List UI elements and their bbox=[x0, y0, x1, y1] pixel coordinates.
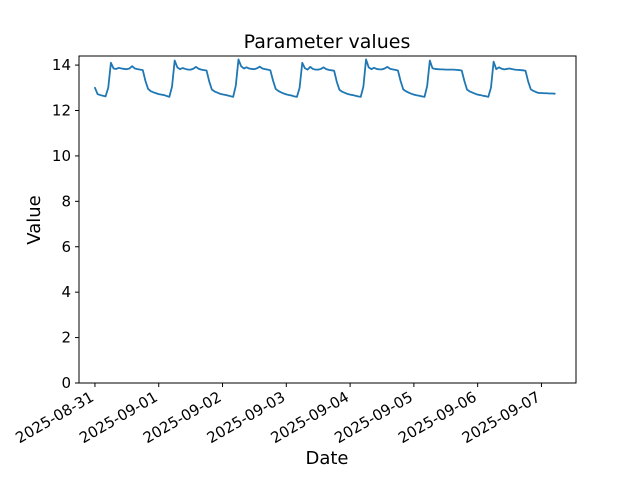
y-tick-label: 0 bbox=[61, 374, 71, 392]
y-tick-label: 10 bbox=[52, 147, 71, 165]
axes-frame bbox=[78, 55, 577, 384]
plot-area: 024681012142025-08-312025-09-012025-09-0… bbox=[12, 55, 577, 447]
y-tick-label: 6 bbox=[61, 238, 71, 256]
data-series-line bbox=[94, 58, 556, 98]
chart-title: Parameter values bbox=[244, 31, 411, 53]
y-tick-label: 12 bbox=[52, 102, 71, 120]
x-axis-label: Date bbox=[305, 448, 348, 469]
y-tick-label: 8 bbox=[61, 192, 71, 210]
y-tick-label: 4 bbox=[61, 283, 71, 301]
y-tick-label: 14 bbox=[52, 56, 71, 74]
y-tick-label: 2 bbox=[61, 329, 71, 347]
y-axis-label: Value bbox=[24, 195, 45, 244]
